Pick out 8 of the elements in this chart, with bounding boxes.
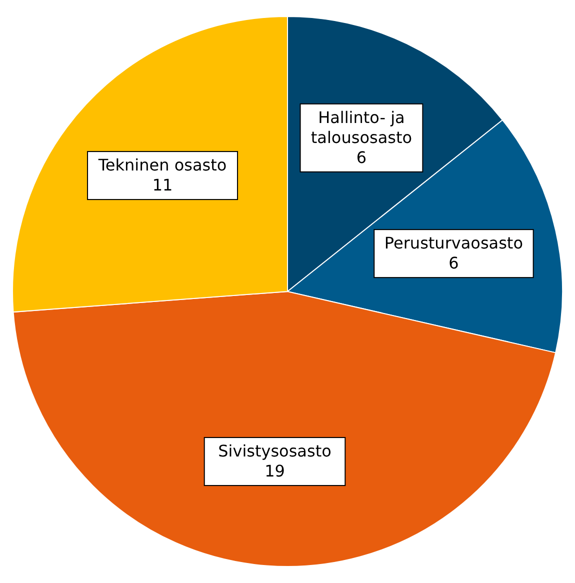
slice-label: Sivistysosasto (218, 442, 332, 461)
slice-label: Hallinto- ja talousosasto (310, 108, 412, 147)
data-label: 6 (356, 148, 367, 167)
data-label: 19 (264, 462, 285, 481)
slice-label: Perusturvaosasto (384, 234, 524, 253)
data-label: 11 (152, 176, 173, 195)
data-label: 6 (448, 254, 459, 273)
slice-label: Tekninen osasto (97, 156, 227, 175)
